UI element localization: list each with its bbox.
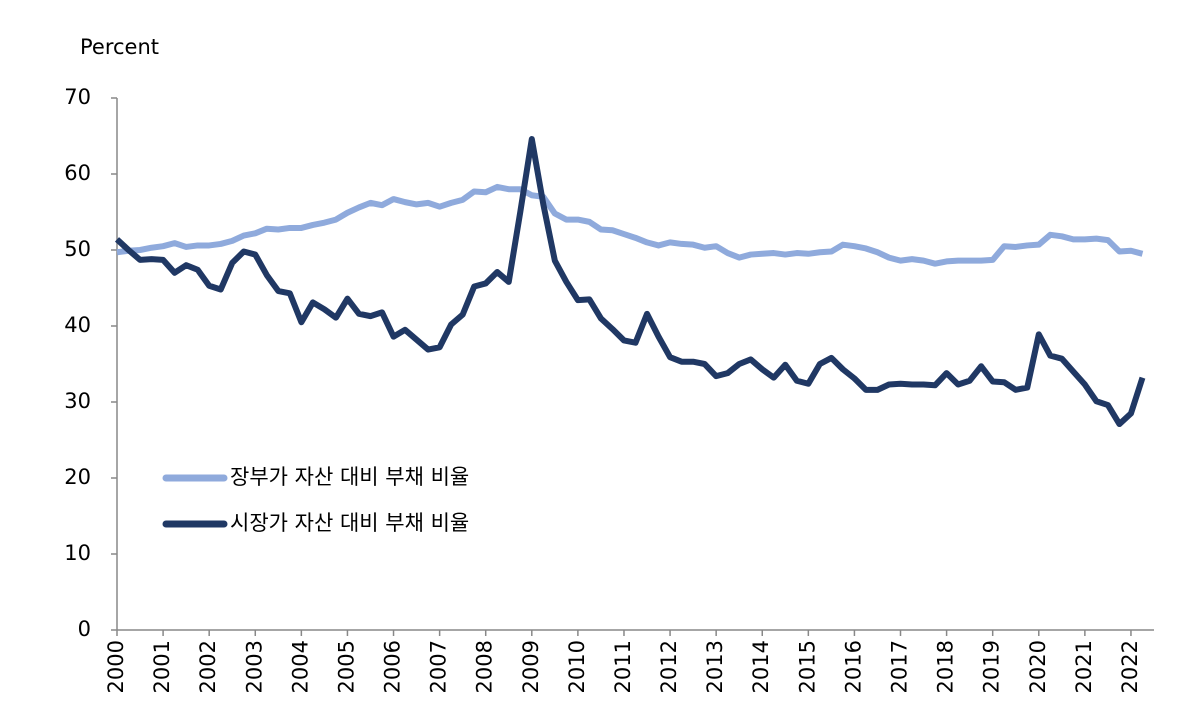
x-tick-label: 2021 [1072,640,1096,693]
series-line [114,136,1146,428]
x-tick-label: 2017 [888,640,912,693]
x-tick-label: 2015 [795,640,819,693]
x-tick-label: 2005 [334,640,358,693]
x-tick-label: 2009 [519,640,543,693]
x-tick-label: 2007 [427,640,451,693]
y-tick-label: 50 [64,237,91,261]
y-tick-label: 60 [64,161,91,185]
x-tick-label: 2006 [381,640,405,693]
x-tick-label: 2010 [565,640,589,693]
x-tick-label: 2001 [150,640,174,693]
x-tick-label: 2000 [104,640,128,693]
x-tick-label: 2011 [611,640,635,693]
x-tick-label: 2003 [242,640,266,693]
y-tick-label: 0 [78,617,91,641]
x-tick-label: 2012 [657,640,681,693]
x-tick-label: 2013 [703,640,727,693]
y-tick-label: 30 [64,389,91,413]
y-axis-label: Percent [80,35,159,59]
y-tick-label: 40 [64,313,91,337]
x-tick-label: 2002 [196,640,220,693]
x-tick-label: 2004 [288,640,312,693]
x-tick-label: 2018 [934,640,958,693]
series-line [116,183,1144,267]
y-tick-label: 10 [64,541,91,565]
x-tick-label: 2014 [749,640,773,693]
y-tick-label: 70 [64,85,91,109]
x-tick-label: 2008 [473,640,497,693]
x-tick-label: 2016 [841,640,865,693]
legend-label: 장부가 자산 대비 부채 비율 [230,465,469,489]
y-tick-label: 20 [64,465,91,489]
x-tick-label: 2022 [1118,640,1142,693]
x-tick-label: 2020 [1026,640,1050,693]
legend-label: 시장가 자산 대비 부채 비율 [230,511,469,535]
x-tick-label: 2019 [980,640,1004,693]
